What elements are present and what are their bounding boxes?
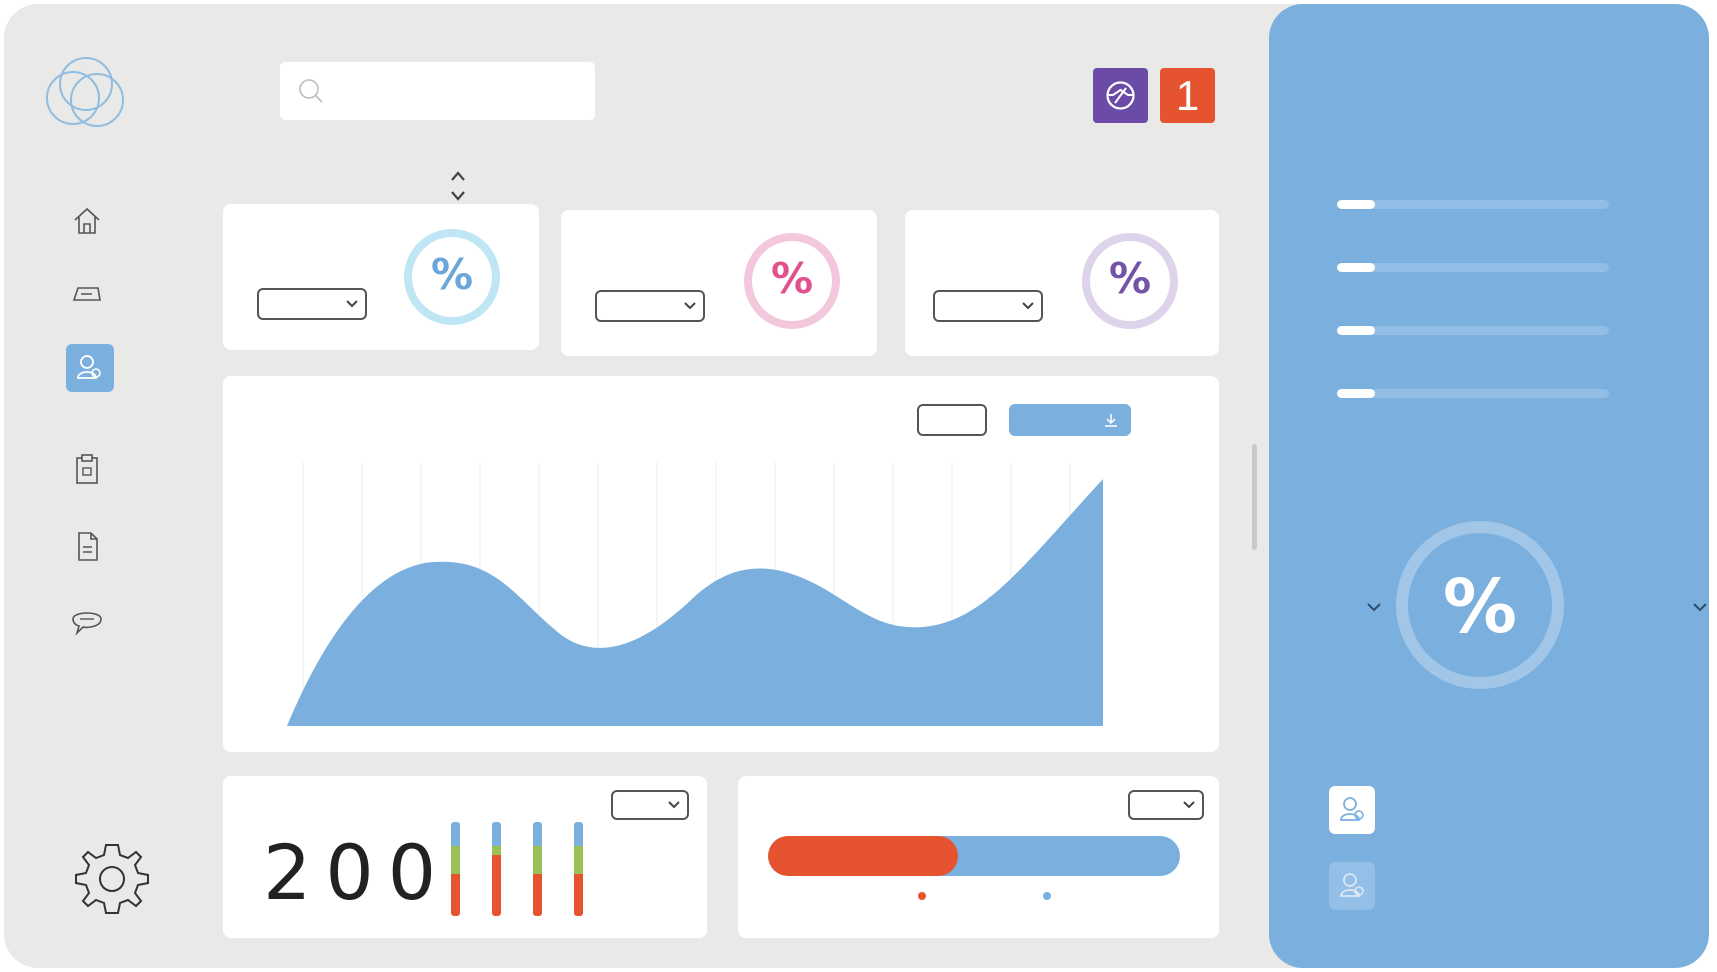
panel-user-button-2[interactable] <box>1329 862 1375 910</box>
area-series <box>287 479 1103 726</box>
panel-progress-fill <box>1337 263 1376 272</box>
mini-bar <box>574 822 583 916</box>
mini-bar <box>451 822 460 916</box>
area-chart <box>287 462 1103 726</box>
kpi-1-dropdown[interactable] <box>257 288 367 320</box>
mini-bar-green-segment <box>533 845 542 874</box>
kpi-1-percent: % <box>430 250 474 299</box>
search-icon <box>296 76 326 106</box>
chevron-down-icon <box>668 801 680 809</box>
chevron-down-icon <box>1183 801 1195 809</box>
mini-bar-chart <box>451 822 591 918</box>
chevron-down-icon <box>346 300 358 308</box>
area-chart-card <box>223 376 1219 752</box>
support-button[interactable] <box>1093 68 1148 123</box>
split-bar-dropdown[interactable] <box>1128 790 1204 820</box>
mini-bar-blue-segment <box>492 822 501 846</box>
kpi-2-ring: % <box>743 232 841 330</box>
scrollbar-handle[interactable] <box>1252 444 1257 550</box>
counter-card: 200 <box>223 776 707 938</box>
mini-bar-green-segment <box>451 845 460 874</box>
mini-bar-orange-segment <box>533 873 542 916</box>
gear-icon[interactable] <box>72 839 152 919</box>
user-icon <box>1340 797 1364 821</box>
mini-bar <box>533 822 542 916</box>
inbox-icon[interactable] <box>70 278 104 308</box>
mini-bar-orange-segment <box>451 873 460 916</box>
users-icon[interactable] <box>66 344 114 392</box>
download-icon <box>1105 414 1117 427</box>
chevron-down-icon <box>1022 302 1034 310</box>
split-bar-card <box>738 776 1219 938</box>
kpi-card-3: % <box>905 210 1219 356</box>
panel-progress-fill <box>1337 389 1376 398</box>
panel-progress-bar[interactable] <box>1337 263 1609 272</box>
app-window: 1 % % % <box>4 4 1709 968</box>
kpi-card-2: % <box>561 210 877 356</box>
legend-dot-orange <box>918 892 926 900</box>
mini-bar-blue-segment <box>533 822 542 846</box>
panel-gauge: % <box>1393 518 1567 692</box>
mini-bar-green-segment <box>492 845 501 855</box>
mini-bar <box>492 822 501 916</box>
kpi-3-ring: % <box>1081 232 1179 330</box>
mini-bar-orange-segment <box>574 873 583 916</box>
chat-icon[interactable] <box>69 604 105 638</box>
mini-bar-blue-segment <box>451 822 460 846</box>
logo-icon[interactable] <box>41 54 131 130</box>
panel-progress-fill <box>1337 326 1376 335</box>
panel-gauge-percent: % <box>1442 564 1518 650</box>
kpi-1-ring: % <box>403 228 501 326</box>
notification-badge[interactable]: 1 <box>1160 68 1215 123</box>
counter-dropdown[interactable] <box>611 790 689 820</box>
chevron-left-icon[interactable] <box>1365 600 1383 614</box>
download-button[interactable] <box>1009 404 1131 436</box>
document-icon[interactable] <box>72 529 102 563</box>
counter-value: 200 <box>263 828 451 917</box>
kpi-3-percent: % <box>1108 254 1152 303</box>
legend-dot-blue <box>1043 892 1051 900</box>
chart-filter-button[interactable] <box>917 404 987 436</box>
right-panel: % <box>1269 4 1709 968</box>
sidebar-nav <box>64 204 114 654</box>
panel-progress-bar[interactable] <box>1337 389 1609 398</box>
chevron-down-icon <box>684 302 696 310</box>
kpi-2-percent: % <box>770 254 814 303</box>
split-bar-fill <box>768 836 958 876</box>
kpi-3-dropdown[interactable] <box>933 290 1043 322</box>
kpi-card-1: % <box>223 204 539 350</box>
mini-bar-blue-segment <box>574 822 583 846</box>
panel-progress-list <box>1337 200 1609 400</box>
panel-progress-bar[interactable] <box>1337 200 1609 209</box>
support-icon <box>1106 81 1135 110</box>
mini-bar-green-segment <box>574 845 583 874</box>
search-input[interactable] <box>334 72 588 110</box>
sort-icon[interactable] <box>446 168 470 204</box>
panel-progress-bar[interactable] <box>1337 326 1609 335</box>
kpi-2-dropdown[interactable] <box>595 290 705 322</box>
clipboard-icon[interactable] <box>72 452 102 486</box>
mini-bar-orange-segment <box>492 854 501 916</box>
panel-progress-fill <box>1337 200 1376 209</box>
panel-user-button-1[interactable] <box>1329 786 1375 834</box>
chevron-right-icon[interactable] <box>1691 600 1709 614</box>
search-box[interactable] <box>280 62 595 120</box>
home-icon[interactable] <box>70 204 104 238</box>
split-bar-track <box>768 836 1180 876</box>
user-icon <box>1340 873 1364 897</box>
notification-count: 1 <box>1175 72 1200 119</box>
